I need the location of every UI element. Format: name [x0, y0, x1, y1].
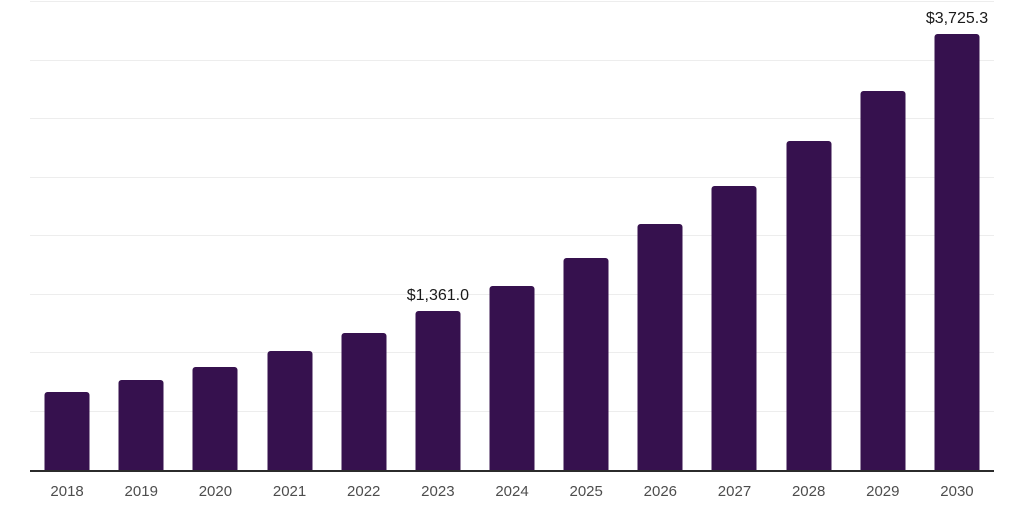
bars-group: $1,361.0 $3,725.3: [30, 2, 994, 470]
bar-2018: [44, 392, 90, 470]
x-tick-label-2025: 2025: [569, 483, 603, 500]
x-tick-label-2027: 2027: [717, 483, 752, 500]
x-axis-labels: 2018 2019 2020 2021 2022 2023 2024 2025 2026 2027…: [30, 484, 994, 500]
bar-2019: [118, 379, 164, 470]
x-tick-label-2024: 2024: [495, 483, 529, 500]
bar-2024: [489, 286, 535, 470]
bar-2025: [563, 258, 609, 470]
bar-2020: [192, 367, 238, 470]
bar-column-2028: [772, 2, 846, 470]
bar-2026: [637, 224, 683, 470]
x-tick-label-2021: 2021: [272, 483, 307, 500]
bar-2023: [415, 310, 461, 470]
bar-2022: [341, 333, 387, 470]
bar-column-2029: [846, 2, 920, 470]
bar-column-2024: [475, 2, 549, 470]
plot-area: $1,361.0 $3,725.3: [30, 1, 994, 472]
bar-column-2022: [327, 2, 401, 470]
data-label-2030: $3,725.3: [925, 10, 989, 28]
bar-column-2027: [697, 2, 771, 470]
x-tick-label-2030: 2030: [940, 483, 974, 500]
x-tick-label-2022: 2022: [347, 483, 381, 500]
bar-column-2018: [30, 2, 104, 470]
bar-column-2020: [178, 2, 252, 470]
bar-column-2030: $3,725.3: [920, 2, 994, 470]
bar-column-2021: [252, 2, 326, 470]
x-tick-label-2018: 2018: [50, 483, 84, 500]
x-tick-label-2029: 2029: [866, 483, 900, 500]
x-tick-label-2028: 2028: [791, 483, 826, 500]
bar-column-2026: [623, 2, 697, 470]
gridline-2000: [30, 235, 994, 236]
bar-2029: [860, 90, 906, 470]
bar-column-2025: [549, 2, 623, 470]
data-label-2023: $1,361.0: [406, 286, 469, 304]
gridline-3500: [30, 59, 994, 61]
x-axis-line: [30, 470, 994, 472]
bar-2021: [267, 351, 313, 470]
gridline-2500: [30, 176, 994, 178]
x-tick-label-2019: 2019: [124, 483, 158, 500]
bar-column-2019: [104, 2, 178, 470]
x-tick-label-2026: 2026: [643, 483, 678, 500]
gridline-4000: [30, 1, 994, 2]
bar-2028: [786, 141, 832, 470]
bar-2027: [711, 186, 757, 470]
x-tick-label-2023: 2023: [421, 483, 455, 500]
gridline-3000: [30, 118, 994, 119]
x-tick-label-2020: 2020: [198, 483, 233, 500]
bar-2030: [934, 34, 980, 470]
bar-column-2023: $1,361.0: [401, 2, 475, 470]
